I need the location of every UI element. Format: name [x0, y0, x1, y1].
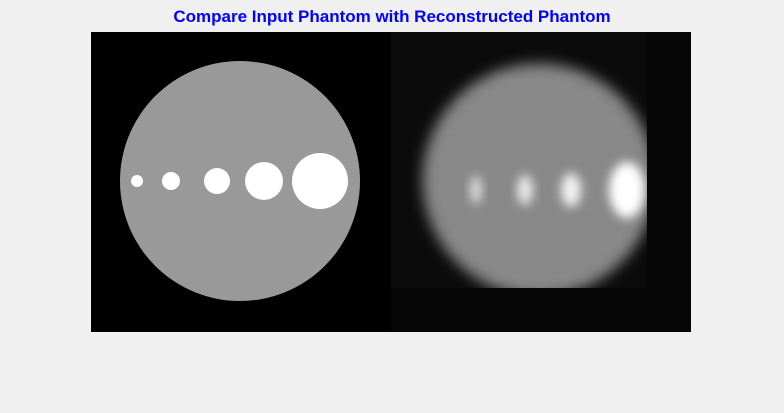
- image-axes: [91, 32, 691, 332]
- figure-title: Compare Input Phantom with Reconstructed…: [173, 7, 611, 26]
- reconstructed-phantom-svg: [391, 32, 691, 332]
- recon-insert-1: [470, 176, 482, 204]
- recon-insert-4: [609, 162, 645, 218]
- reconstructed-phantom-image: [391, 32, 691, 332]
- recon-insert-2: [517, 175, 533, 205]
- input-phantom-svg: [91, 32, 391, 332]
- phantom-insert-1: [131, 175, 143, 187]
- phantom-insert-5: [292, 153, 348, 209]
- phantom-insert-3: [204, 168, 230, 194]
- phantom-body: [120, 61, 360, 301]
- recon-insert-3: [561, 173, 581, 207]
- recon-streaks: [429, 70, 647, 288]
- phantom-insert-2: [162, 172, 180, 190]
- input-phantom-image: [91, 32, 391, 332]
- phantom-insert-4: [245, 162, 283, 200]
- reconstruction-content: [423, 64, 647, 288]
